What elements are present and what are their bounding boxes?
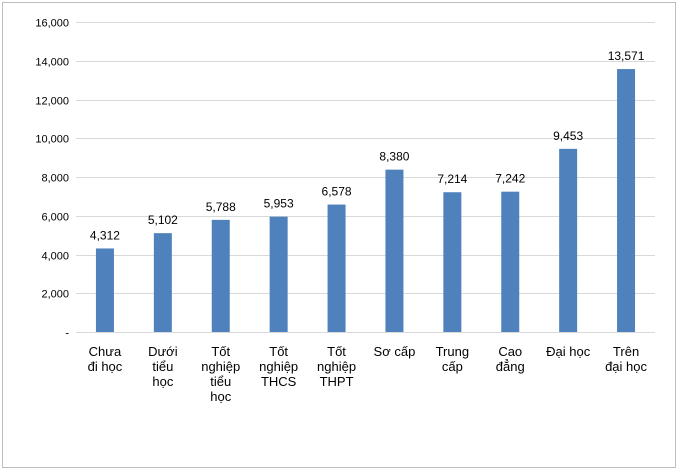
data-label: 13,571 <box>608 49 645 63</box>
category-label-line: tiểu <box>210 374 231 389</box>
category-label-line: THCS <box>261 374 297 389</box>
data-labels: 4,312 5,102 5,788 5,953 6,578 8,380 7,214 7,242… <box>90 49 645 242</box>
data-label: 4,312 <box>90 228 120 242</box>
bars <box>95 69 636 332</box>
y-tick-label: 8,000 <box>41 173 69 185</box>
bar <box>153 233 172 332</box>
y-tick-label: 2,000 <box>41 289 69 301</box>
data-label: 7,242 <box>495 172 525 186</box>
category-label-line: nghiệp <box>201 359 240 374</box>
category-label: Dưới tiểu học <box>148 344 178 389</box>
category-label: Trung cấp <box>436 344 469 374</box>
y-tick-label: 16,000 <box>35 18 69 30</box>
category-label-line: đẳng <box>496 359 525 374</box>
category-label-line: nghiệp <box>259 359 298 374</box>
category-label: Cao đẳng <box>496 344 525 374</box>
gridlines <box>76 22 655 333</box>
category-label: Chưa đi học <box>88 344 123 374</box>
bar <box>443 192 462 332</box>
category-label: Tốt nghiệp THCS <box>259 344 298 389</box>
data-label: 5,102 <box>148 213 178 227</box>
category-label-line: đi học <box>88 359 123 374</box>
category-label: Trên đại học <box>605 344 647 374</box>
category-label-line: Sơ cấp <box>374 344 416 359</box>
y-tick-label: 14,000 <box>35 57 69 69</box>
y-tick-label: - <box>65 328 69 340</box>
category-label-line: Trung <box>436 344 469 359</box>
bar <box>95 248 114 332</box>
category-label-line: THPT <box>320 374 354 389</box>
bar <box>269 216 288 332</box>
y-axis-tick-labels: - 2,000 4,000 6,000 8,000 10,000 12,000 14,000 1… <box>35 18 69 340</box>
data-label: 8,380 <box>379 150 409 164</box>
category-label-line: Tốt <box>211 344 230 359</box>
data-label: 9,453 <box>553 129 583 143</box>
category-label-line: Tốt <box>327 344 346 359</box>
category-label: Tốt nghiệp THPT <box>317 344 356 389</box>
category-label-line: Đại học <box>546 344 591 359</box>
category-label-line: Tốt <box>269 344 288 359</box>
category-label-line: học <box>152 374 173 389</box>
category-label: Tốt nghiệp tiểu học <box>201 344 240 404</box>
bar <box>617 69 636 332</box>
bar <box>327 204 346 332</box>
category-label: Sơ cấp <box>374 344 416 359</box>
data-label: 5,788 <box>206 200 236 214</box>
bar <box>559 148 578 332</box>
data-label: 7,214 <box>437 172 467 186</box>
bar <box>211 219 230 332</box>
y-tick-label: 6,000 <box>41 212 69 224</box>
category-label: Đại học <box>546 344 591 359</box>
y-tick-label: 4,000 <box>41 251 69 263</box>
data-label: 6,578 <box>322 185 352 199</box>
category-label-line: tiểu <box>152 359 173 374</box>
bar <box>501 191 520 332</box>
category-label-line: Trên <box>613 344 639 359</box>
category-label-line: đại học <box>605 359 647 374</box>
category-label-line: học <box>210 389 231 404</box>
category-label-line: cấp <box>442 359 463 374</box>
category-label-line: nghiệp <box>317 359 356 374</box>
y-tick-label: 12,000 <box>35 96 69 108</box>
data-label: 5,953 <box>264 197 294 211</box>
category-label-line: Dưới <box>148 344 178 359</box>
y-tick-label: 10,000 <box>35 134 69 146</box>
bar <box>385 169 404 332</box>
category-label-line: Chưa <box>89 344 122 359</box>
category-label-line: Cao <box>498 344 522 359</box>
